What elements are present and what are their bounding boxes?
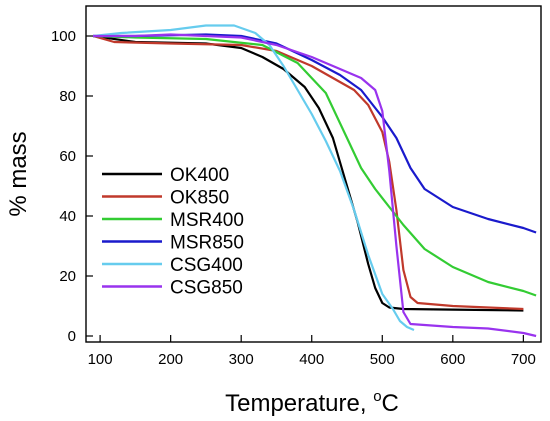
series-line-ok850 bbox=[92, 34, 524, 311]
series-lines bbox=[92, 24, 537, 338]
series-line-msr400 bbox=[93, 34, 537, 297]
y-tick-label: 20 bbox=[59, 268, 76, 285]
legend-label-csg400: CSG400 bbox=[170, 255, 243, 276]
legend-label-ok850: OK850 bbox=[170, 188, 229, 209]
x-tick-label: 500 bbox=[370, 351, 395, 368]
x-axis-title: Temperature, oC bbox=[225, 388, 399, 417]
x-tick-label: 600 bbox=[440, 351, 465, 368]
legend-label-csg850: CSG850 bbox=[170, 278, 243, 299]
series-line-csg400 bbox=[92, 24, 415, 332]
legend-label-ok400: OK400 bbox=[170, 165, 229, 186]
x-tick-label: 400 bbox=[299, 351, 324, 368]
y-axis-title: % mass bbox=[5, 131, 32, 216]
x-axis-ticks: 100 200 300 400 500 600 700 bbox=[88, 335, 536, 368]
y-tick-label: 0 bbox=[68, 328, 76, 345]
legend-label-msr850: MSR850 bbox=[170, 233, 244, 254]
x-tick-label: 100 bbox=[88, 351, 113, 368]
y-tick-label: 100 bbox=[51, 28, 76, 45]
x-tick-label: 300 bbox=[229, 351, 254, 368]
series-line-csg850 bbox=[93, 33, 537, 338]
x-tick-label: 700 bbox=[511, 351, 536, 368]
series-line-msr850 bbox=[93, 33, 537, 234]
y-tick-label: 80 bbox=[59, 88, 76, 105]
plot-frame bbox=[85, 5, 542, 343]
y-tick-label: 60 bbox=[59, 148, 76, 165]
y-axis-ticks: 0 20 40 60 80 100 bbox=[51, 28, 93, 345]
x-tick-label: 200 bbox=[158, 351, 183, 368]
y-tick-label: 40 bbox=[59, 208, 76, 225]
legend-label-msr400: MSR400 bbox=[170, 210, 244, 231]
